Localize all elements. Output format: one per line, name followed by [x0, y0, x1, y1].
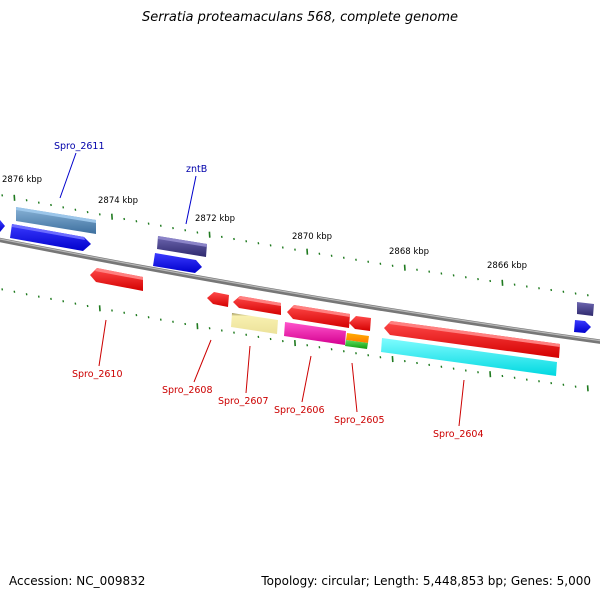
- label-spro-2608[interactable]: Spro_2608: [162, 385, 213, 396]
- gene-spro-2604-red[interactable]: [384, 321, 560, 358]
- tick-label-2870: 2870 kbp: [292, 232, 332, 242]
- label-spro-2607[interactable]: Spro_2607: [218, 396, 269, 407]
- tick-marks-outer: [1, 194, 589, 297]
- gene-spro-2611-top[interactable]: [16, 207, 96, 234]
- tick-label-2876: 2876 kbp: [2, 175, 42, 185]
- label-zntb[interactable]: zntB: [186, 164, 207, 175]
- gene-left-edge[interactable]: [0, 220, 5, 232]
- gene-right-edge[interactable]: [574, 320, 591, 333]
- label-spro-2606[interactable]: Spro_2606: [274, 405, 325, 416]
- label-spro-2610[interactable]: Spro_2610: [72, 369, 123, 380]
- gene-zntb[interactable]: [153, 253, 202, 273]
- tick-marks-inner: [1, 288, 589, 392]
- label-spro-2604[interactable]: Spro_2604: [433, 429, 484, 440]
- label-spro-2611[interactable]: Spro_2611: [54, 141, 105, 152]
- tick-label-2866: 2866 kbp: [487, 261, 527, 271]
- label-spro-2605[interactable]: Spro_2605: [334, 415, 385, 426]
- gene-right-edge-top[interactable]: [577, 302, 594, 316]
- gene-spro-2610[interactable]: [90, 268, 143, 291]
- map-title: Serratia proteamaculans 568, complete ge…: [141, 10, 459, 25]
- gene-zntb-top[interactable]: [157, 236, 207, 257]
- accession-text: Accession: NC_009832: [9, 574, 146, 588]
- gene-spro-2608[interactable]: [207, 292, 229, 307]
- gene-spro-2605[interactable]: [345, 340, 368, 349]
- genome-backbone-highlight: [0, 238, 600, 342]
- gene-spro-2606[interactable]: [284, 322, 346, 345]
- gene-spro-2607[interactable]: [231, 313, 278, 334]
- tick-label-2868: 2868 kbp: [389, 247, 429, 257]
- gene-spro-2605-orange[interactable]: [346, 333, 369, 343]
- gene-spro-2607-red[interactable]: [233, 296, 281, 315]
- genome-summary-text: Topology: circular; Length: 5,448,853 bp…: [261, 574, 591, 588]
- gene-spro-2604[interactable]: [381, 338, 557, 376]
- gene-labels: Spro_2611 zntB Spro_2610 Spro_2608 Spro_…: [54, 141, 484, 440]
- gene-spro-2605-red[interactable]: [349, 316, 371, 331]
- tick-label-2872: 2872 kbp: [195, 214, 235, 224]
- gene-spro-2606-red[interactable]: [287, 305, 350, 328]
- tick-labels: 2876 kbp 2874 kbp 2872 kbp 2870 kbp 2868…: [2, 175, 527, 271]
- tick-label-2874: 2874 kbp: [98, 196, 138, 206]
- genome-backbone: [0, 237, 600, 344]
- label-leaders: [59, 152, 465, 427]
- gene-spro-2611[interactable]: [10, 224, 91, 251]
